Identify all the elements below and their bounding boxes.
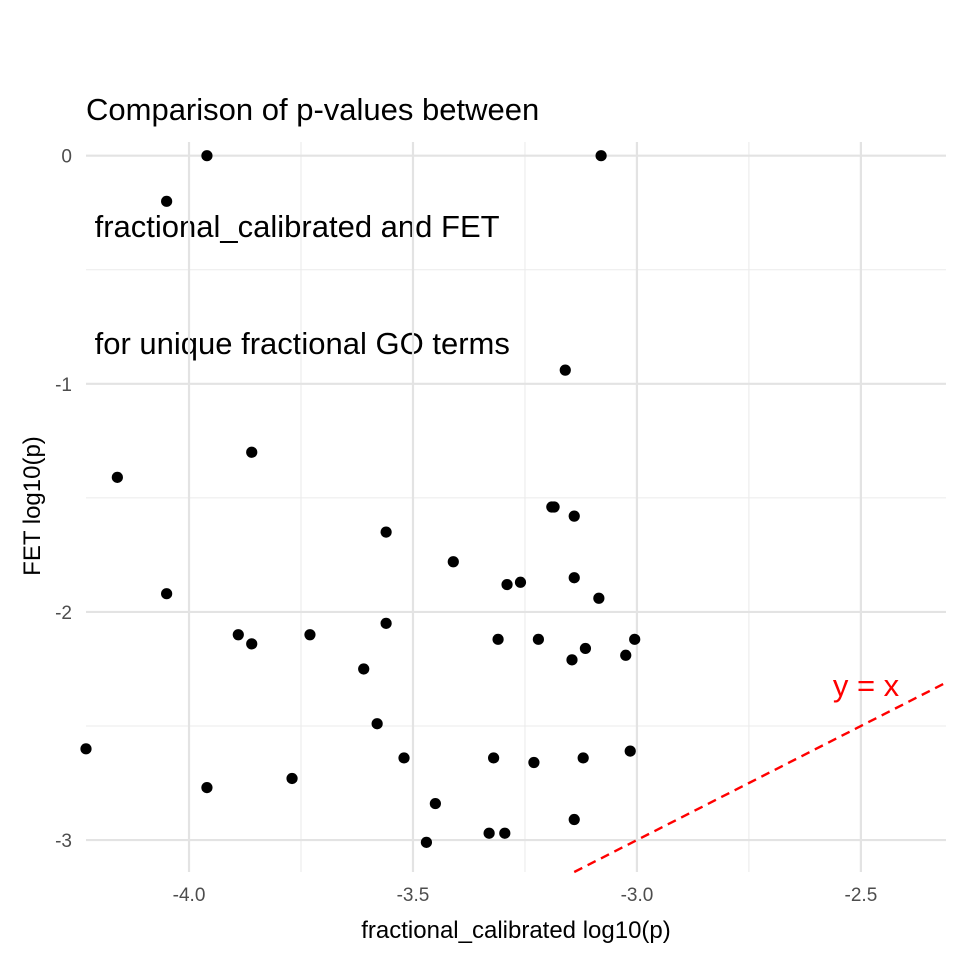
data-point [559, 364, 571, 376]
data-point [304, 629, 316, 641]
data-point [111, 471, 123, 483]
data-point [201, 150, 213, 162]
data-point [80, 743, 92, 755]
data-point [488, 752, 500, 764]
data-point [420, 836, 433, 848]
data-point [499, 827, 511, 839]
chart-title: Comparison of p-values between fractiona… [86, 12, 539, 402]
x-axis-title: fractional_calibrated log10(p) [361, 917, 671, 944]
data-point [593, 592, 605, 604]
data-point [201, 781, 213, 794]
x-tick-label: -3.5 [397, 885, 430, 906]
chart-title-line-2: fractional_calibrated and FET [86, 209, 500, 244]
data-point [514, 576, 527, 588]
data-point [629, 633, 641, 645]
data-point [620, 649, 632, 661]
data-point [577, 752, 589, 764]
data-points [80, 150, 641, 848]
data-point [286, 772, 298, 785]
data-point [371, 718, 383, 730]
major-gridlines [86, 142, 946, 872]
y-tick-label: 0 [61, 147, 72, 168]
data-point [528, 756, 540, 769]
x-tick-label: -3.0 [621, 885, 654, 906]
data-point [380, 617, 392, 629]
data-point [483, 827, 495, 839]
x-axis-tick-labels: -4.0 -3.5 -3.0 -2.5 [173, 885, 878, 906]
y-tick-label: -2 [55, 603, 72, 624]
chart-title-line-3: for unique fractional GO terms [86, 326, 510, 361]
data-point [568, 813, 580, 826]
data-point [232, 629, 244, 641]
data-point [566, 654, 578, 666]
y-tick-label: -3 [55, 831, 72, 852]
data-point [624, 745, 636, 757]
data-point [568, 510, 580, 522]
data-point [358, 663, 370, 675]
data-point [447, 556, 459, 568]
data-point [398, 752, 410, 764]
y-tick-label: -1 [55, 375, 72, 396]
data-point [246, 638, 258, 650]
data-point [568, 572, 580, 584]
data-point [161, 588, 173, 600]
data-point [429, 797, 441, 810]
minor-gridlines [86, 142, 946, 872]
data-point [579, 642, 592, 655]
data-point [532, 633, 544, 645]
data-point [501, 578, 513, 591]
data-point [595, 150, 607, 162]
y-axis-tick-labels: 0 -1 -2 -3 [55, 147, 72, 852]
reference-line [573, 681, 947, 874]
chart-title-line-1: Comparison of p-values between [86, 92, 540, 127]
reference-line-group: y = x [573, 668, 947, 874]
x-tick-label: -4.0 [173, 885, 206, 906]
data-point [161, 195, 173, 207]
data-point [246, 446, 258, 458]
reference-line-label: y = x [833, 668, 900, 703]
data-point [380, 526, 392, 538]
data-point [492, 633, 504, 645]
y-axis-title: FET log10(p) [19, 436, 46, 576]
x-tick-label: -2.5 [845, 885, 878, 906]
data-point [548, 501, 560, 513]
